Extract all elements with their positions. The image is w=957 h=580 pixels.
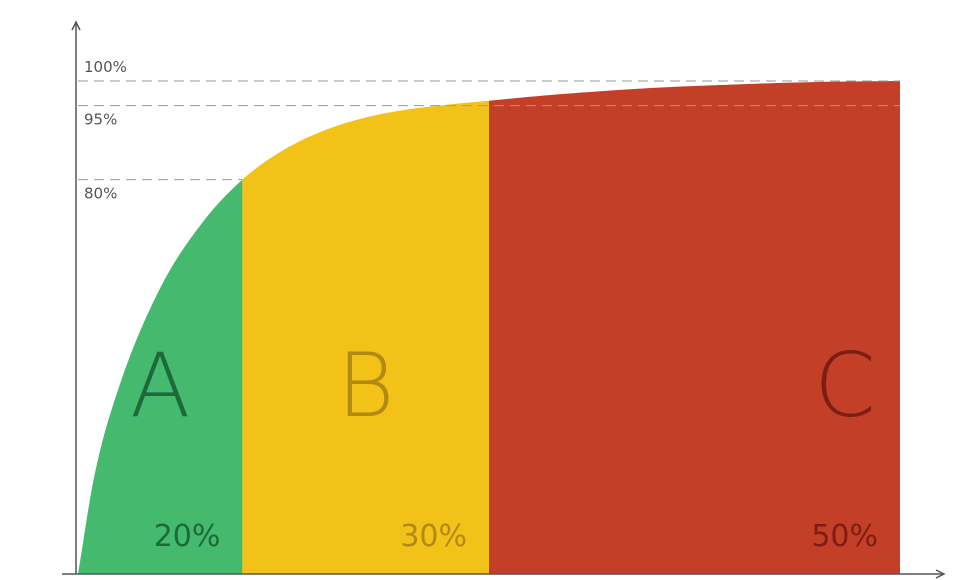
zones-layer [78, 81, 900, 574]
x-axis-arrow-icon [935, 569, 946, 579]
guides-layer [78, 80, 900, 181]
zone-a-label: A [130, 334, 190, 437]
y-tick-label-100: 100% [84, 58, 127, 76]
zone-b-share: 30% [400, 519, 467, 554]
zone-c-share: 50% [811, 519, 878, 554]
labels-layer: 100% 95% 80% A 20% B 30% C 50% [84, 58, 878, 554]
zone-b-area [242, 100, 489, 574]
y-tick-label-80: 80% [84, 185, 117, 203]
zone-c-label: C [814, 334, 875, 437]
y-axis-arrow-icon [71, 20, 81, 31]
axes-layer [62, 20, 946, 579]
zone-c-area [489, 81, 900, 574]
y-tick-label-95: 95% [84, 111, 117, 129]
zone-b-label: B [337, 334, 395, 437]
zone-a-area [78, 179, 243, 574]
zone-a-share: 20% [154, 519, 221, 554]
